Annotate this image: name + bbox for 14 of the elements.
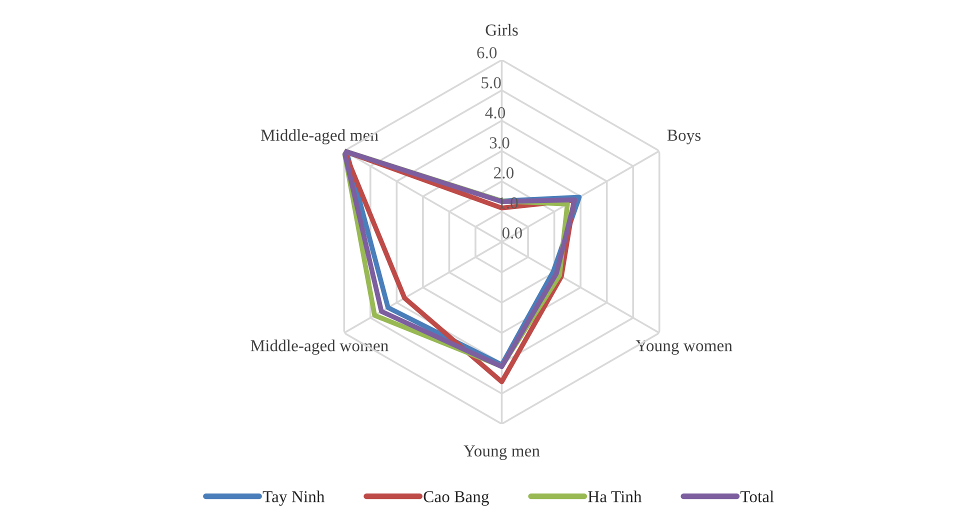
- legend-label: Cao Bang: [424, 491, 489, 506]
- y-tick-label: 2.0: [494, 167, 514, 179]
- y-tick-label: 4.0: [485, 107, 506, 118]
- y-tick-label: 0.0: [502, 227, 522, 239]
- spoke-label: Young women: [636, 340, 732, 355]
- y-tick-label: 5.0: [482, 77, 501, 88]
- y-tick-label: 3.0: [490, 137, 510, 149]
- spoke-label: Boys: [667, 130, 701, 144]
- legend-label: Tay Ninh: [262, 490, 325, 506]
- spoke-label: Young men: [464, 445, 540, 460]
- spoke-label: Girls: [486, 24, 518, 36]
- legend-label: Ha Tinh: [588, 490, 642, 502]
- y-tick-label: 6.0: [477, 47, 497, 58]
- legend-label: Total: [740, 490, 774, 502]
